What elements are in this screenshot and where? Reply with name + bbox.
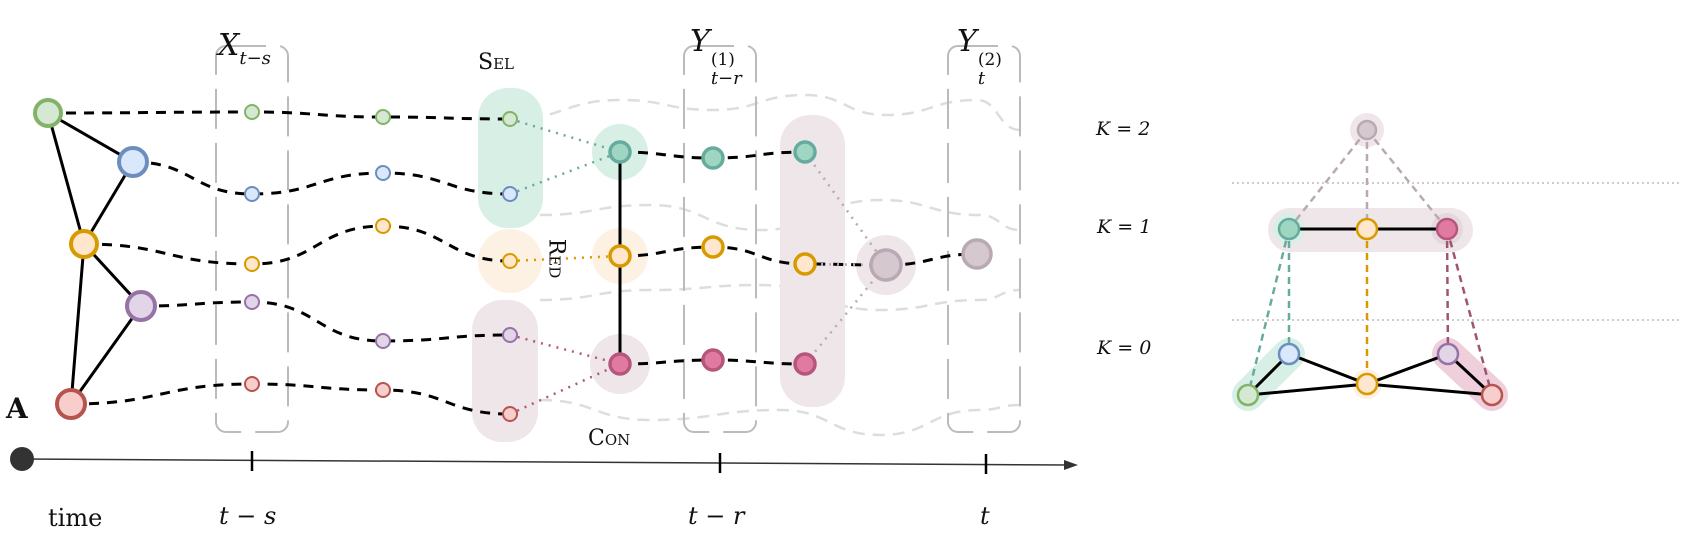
- k1-node-teal: [1277, 217, 1301, 241]
- red-label: Red: [543, 238, 569, 279]
- node-orange: [608, 244, 632, 268]
- sel-label: Sel: [478, 50, 514, 75]
- level-k2-label: K = 2: [1096, 118, 1151, 140]
- pool-link: [804, 262, 887, 267]
- tick-label-t-minus-s: t − s: [219, 502, 277, 530]
- y2-label-scripts: (2) t: [977, 50, 1002, 89]
- node-red: [502, 406, 518, 422]
- node-pink: [701, 348, 725, 372]
- node-teal: [793, 140, 817, 164]
- x-label: Xt−s: [218, 28, 271, 69]
- timeline-axis: [21, 458, 1069, 466]
- y1-label-sub: t−r: [710, 67, 742, 89]
- node-teal: [701, 146, 725, 170]
- node-blue: [502, 186, 518, 202]
- node-orange: [244, 256, 260, 272]
- k0-node-red: [1480, 383, 1504, 407]
- node-orange: [701, 235, 725, 259]
- hierarchy-link: [1445, 228, 1450, 355]
- y1-window-box: [683, 45, 757, 433]
- trajectory-purple: [140, 300, 511, 343]
- hierarchy-link: [1366, 129, 1448, 230]
- con-label: Con: [588, 426, 631, 451]
- x-label-sub: t−s: [239, 48, 271, 69]
- node-pooled-gray: [961, 238, 993, 270]
- graph-node-purple: [125, 290, 157, 322]
- node-teal: [608, 140, 632, 164]
- node-green: [502, 111, 518, 127]
- y2-label-sup: (2): [977, 50, 1002, 70]
- node-purple: [502, 327, 518, 343]
- tick-label-t: t: [980, 502, 990, 530]
- hierarchy-edge: [1366, 382, 1493, 397]
- y2-label-main: Y: [957, 24, 977, 59]
- node-purple: [375, 333, 391, 349]
- timeline-start-dot: [10, 447, 34, 471]
- adjacency-label: A: [6, 392, 28, 425]
- node-pink: [793, 352, 817, 376]
- graph-node-blue: [117, 146, 149, 178]
- node-red: [375, 382, 391, 398]
- hierarchy-edge: [1247, 382, 1368, 397]
- graph-edge: [69, 305, 143, 405]
- node-pink: [608, 352, 632, 376]
- y1-label-main: Y: [690, 24, 710, 59]
- con-link: [509, 333, 621, 366]
- con-highlight: [472, 300, 538, 442]
- trajectory-blue: [132, 160, 511, 196]
- background-trajectory: [509, 93, 1021, 132]
- graph-node-orange: [69, 229, 99, 259]
- hierarchy-edge: [1288, 352, 1368, 386]
- hierarchy-link: [1246, 228, 1291, 396]
- node-orange: [793, 252, 817, 276]
- k2-node: [1356, 119, 1378, 141]
- timeline-arrow: [1064, 460, 1078, 470]
- k1-node-pink: [1435, 217, 1459, 241]
- hierarchy-link: [1288, 129, 1368, 230]
- y1-label: Y (1) t−r: [690, 24, 742, 89]
- trajectory-red: [70, 382, 511, 416]
- node-green: [244, 104, 260, 120]
- level-k1-label: K = 1: [1097, 216, 1152, 238]
- trajectory-orange: [83, 224, 511, 266]
- hierarchy-link: [1445, 228, 1494, 396]
- node-red: [244, 376, 260, 392]
- k0-node-blue: [1277, 342, 1301, 366]
- x-label-main: X: [218, 28, 240, 63]
- node-green: [375, 109, 391, 125]
- node-pooled-gray: [869, 248, 903, 282]
- k0-node-purple: [1436, 342, 1460, 366]
- hierarchy-edge: [1366, 352, 1449, 386]
- graph-node-red: [55, 388, 87, 420]
- k1-node-orange: [1355, 217, 1379, 241]
- tick-label-t-minus-r: t − r: [688, 502, 745, 530]
- y2-label: Y (2) t: [957, 24, 1002, 89]
- sel-link: [509, 117, 621, 154]
- node-blue: [375, 165, 391, 181]
- k0-node-orange: [1355, 372, 1379, 396]
- sel-highlight: [478, 88, 543, 228]
- time-label: time: [48, 504, 103, 532]
- graph-node-green: [33, 98, 63, 128]
- y1-label-scripts: (1) t−r: [710, 50, 742, 89]
- graph-edge: [69, 243, 86, 405]
- trajectory-green: [47, 110, 511, 121]
- level-k0-label: K = 0: [1097, 337, 1152, 359]
- y2-window-box: [947, 45, 1021, 433]
- y1-label-sup: (1): [710, 50, 735, 70]
- node-orange: [375, 218, 391, 234]
- node-purple: [244, 294, 260, 310]
- graph-edge: [47, 111, 134, 164]
- background-trajectory: [539, 398, 1021, 437]
- node-blue: [244, 186, 260, 202]
- x-window-box: [215, 45, 289, 433]
- k0-node-green: [1236, 383, 1260, 407]
- node-orange: [502, 253, 518, 269]
- y2-label-sub: t: [977, 67, 986, 89]
- graph-edge: [46, 112, 86, 245]
